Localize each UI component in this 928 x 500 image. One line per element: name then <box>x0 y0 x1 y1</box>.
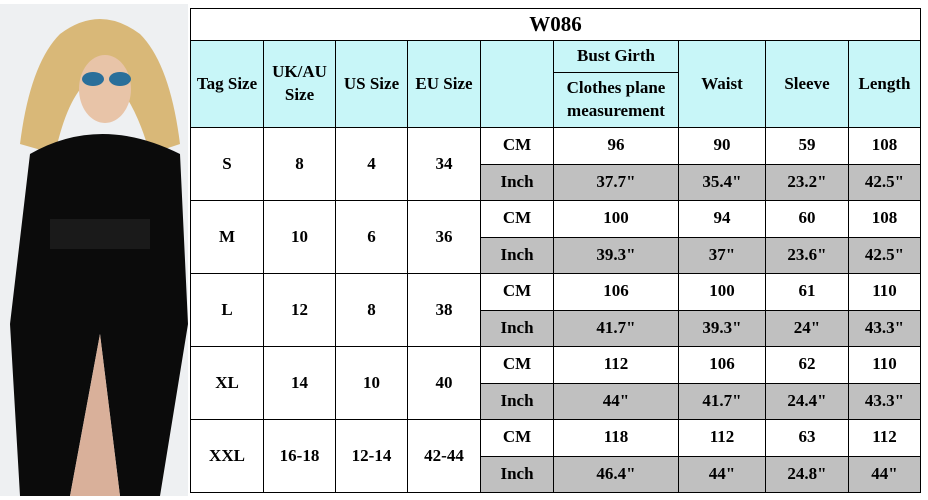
value-cell: 62 <box>765 346 849 384</box>
value-cell: 43.3" <box>848 382 921 420</box>
value-cell: 24.8" <box>765 455 849 493</box>
size-cell: 16-18 <box>263 419 336 493</box>
size-cell: 12-14 <box>335 419 408 493</box>
value-cell: 23.6" <box>765 236 849 274</box>
unit-cell: Inch <box>480 382 554 420</box>
value-cell: 61 <box>765 273 849 311</box>
size-cell: 10 <box>263 200 336 274</box>
value-cell: 35.4" <box>678 163 766 201</box>
size-cell: 38 <box>407 273 481 347</box>
value-cell: 60 <box>765 200 849 238</box>
header-cell: Sleeve <box>765 40 849 128</box>
size-cell: L <box>190 273 264 347</box>
header-cell: EU Size <box>407 40 481 128</box>
size-cell: 36 <box>407 200 481 274</box>
value-cell: 59 <box>765 127 849 165</box>
value-cell: 24.4" <box>765 382 849 420</box>
value-cell: 110 <box>848 346 921 384</box>
header-cell: Waist <box>678 40 766 128</box>
size-cell: 10 <box>335 346 408 420</box>
value-cell: 44" <box>848 455 921 493</box>
header-cell: Bust Girth <box>553 40 679 73</box>
header-cell: US Size <box>335 40 408 128</box>
value-cell: 41.7" <box>553 309 679 347</box>
header-cell: Clothes plane measurement <box>553 72 679 128</box>
unit-cell: Inch <box>480 163 554 201</box>
unit-cell: Inch <box>480 455 554 493</box>
value-cell: 112 <box>678 419 766 457</box>
value-cell: 37" <box>678 236 766 274</box>
unit-cell: CM <box>480 346 554 384</box>
unit-cell: CM <box>480 273 554 311</box>
table-title: W086 <box>190 8 921 41</box>
value-cell: 63 <box>765 419 849 457</box>
size-cell: M <box>190 200 264 274</box>
value-cell: 39.3" <box>678 309 766 347</box>
size-cell: 34 <box>407 127 481 201</box>
header-cell <box>480 40 554 128</box>
header-cell: Tag Size <box>190 40 264 128</box>
unit-cell: Inch <box>480 309 554 347</box>
value-cell: 106 <box>678 346 766 384</box>
value-cell: 108 <box>848 200 921 238</box>
value-cell: 112 <box>848 419 921 457</box>
value-cell: 46.4" <box>553 455 679 493</box>
size-cell: 8 <box>263 127 336 201</box>
value-cell: 94 <box>678 200 766 238</box>
header-cell: UK/AU Size <box>263 40 336 128</box>
value-cell: 110 <box>848 273 921 311</box>
size-cell: 12 <box>263 273 336 347</box>
value-cell: 112 <box>553 346 679 384</box>
value-cell: 106 <box>553 273 679 311</box>
value-cell: 41.7" <box>678 382 766 420</box>
value-cell: 43.3" <box>848 309 921 347</box>
size-cell: 8 <box>335 273 408 347</box>
unit-cell: CM <box>480 127 554 165</box>
value-cell: 39.3" <box>553 236 679 274</box>
value-cell: 108 <box>848 127 921 165</box>
value-cell: 42.5" <box>848 163 921 201</box>
unit-cell: CM <box>480 200 554 238</box>
value-cell: 118 <box>553 419 679 457</box>
value-cell: 100 <box>678 273 766 311</box>
value-cell: 96 <box>553 127 679 165</box>
size-cell: XL <box>190 346 264 420</box>
model-photo <box>0 4 188 496</box>
unit-cell: CM <box>480 419 554 457</box>
header-cell: Length <box>848 40 921 128</box>
value-cell: 100 <box>553 200 679 238</box>
size-cell: 6 <box>335 200 408 274</box>
value-cell: 24" <box>765 309 849 347</box>
size-cell: S <box>190 127 264 201</box>
size-cell: 14 <box>263 346 336 420</box>
size-cell: XXL <box>190 419 264 493</box>
size-cell: 4 <box>335 127 408 201</box>
value-cell: 44" <box>553 382 679 420</box>
value-cell: 23.2" <box>765 163 849 201</box>
value-cell: 44" <box>678 455 766 493</box>
value-cell: 42.5" <box>848 236 921 274</box>
size-cell: 40 <box>407 346 481 420</box>
value-cell: 90 <box>678 127 766 165</box>
value-cell: 37.7" <box>553 163 679 201</box>
unit-cell: Inch <box>480 236 554 274</box>
size-cell: 42-44 <box>407 419 481 493</box>
